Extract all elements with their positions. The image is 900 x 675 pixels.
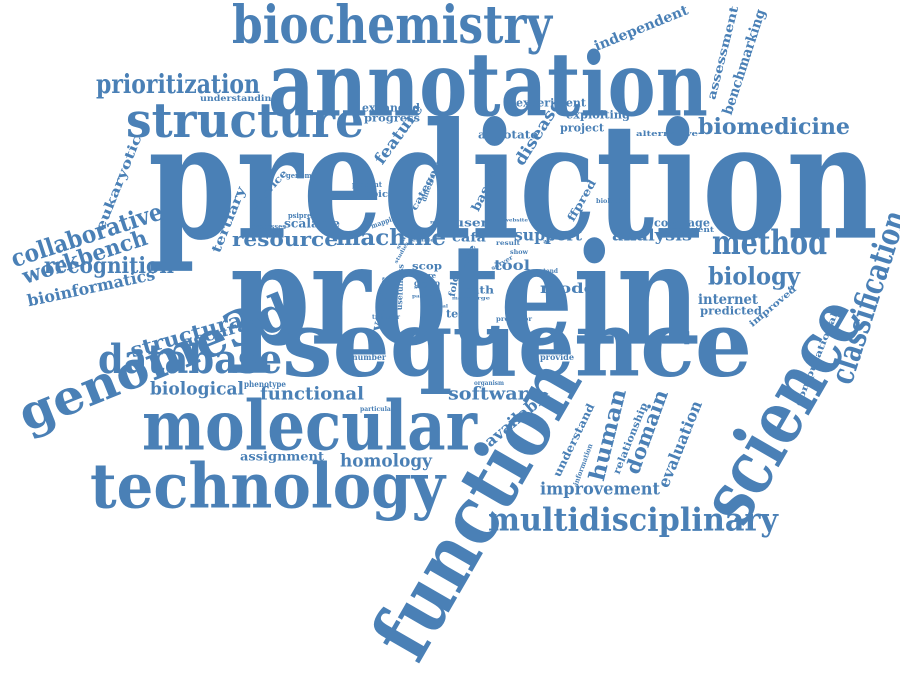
word-scop: scop [412,260,442,273]
word-prediction: prediction [148,87,878,276]
word-particular: particular [360,405,394,413]
word-internet: internet [698,290,758,308]
word-biology: biology [708,261,800,291]
word-annotation: annotation [268,33,708,137]
word-help: help [458,279,474,286]
word-exploiting: exploiting [566,109,630,122]
word-database: database [98,336,282,384]
word-major: major [452,295,470,302]
word-cloud: prediction protein annotation sequence funct… [7,0,900,675]
word-multidisciplinary: multidisciplinary [488,500,778,538]
word-project: project [560,122,604,135]
word-biochemistry: biochemistry [232,0,552,56]
word-predicted: predicted [700,305,762,318]
word-provide: provide [540,353,574,363]
word-website: website [504,217,528,224]
word-phenotype: phenotype [244,380,286,390]
word-show: show [510,248,528,256]
word-several: several [414,284,440,291]
word-enable: enable [412,237,434,244]
word-predictor: predictor [496,315,532,323]
word-result: result [496,239,520,247]
word-group: group [414,279,440,289]
word-analysis: analysis [612,226,692,245]
word-tool: tool [494,256,530,274]
word-user: user [454,217,488,230]
word-processes: processes [250,222,286,231]
word-expanded: expanded [362,102,420,115]
word-model: model [540,279,602,297]
word-software: software [448,383,540,405]
word-number: number [352,353,386,363]
word-prioritization: prioritization [96,69,260,100]
word-topic: topic [360,188,388,200]
word-recognition: recognition [44,253,174,279]
word-biologist: biologist [596,197,628,205]
word-understanding: understanding [200,94,278,104]
word-more: more [416,271,436,280]
word-resource: resource [232,227,338,252]
word-critical: critical [426,303,448,310]
word-large: large [470,295,490,302]
word-support: support [514,226,582,245]
word-homology: homology [340,450,432,472]
word-assignment: assignment [240,450,324,464]
word-pattern: pattern [412,293,436,300]
word-protein: protein [230,212,700,377]
word-set: set [450,227,462,234]
word-usefulness: usefulness [395,263,407,311]
word-biological: biological [150,378,244,400]
word-transfer: transfer [372,313,400,321]
word-extend: extend [536,267,558,275]
word-machine: machine [336,225,446,251]
word-technology: technology [90,450,445,523]
word-molecular: molecular [142,386,477,466]
word-sequence: sequence [282,291,752,398]
word-component: component [658,225,714,234]
word-scalable: scalable [284,217,340,231]
word-term: term [446,308,476,321]
word-biomedicine: biomedicine [698,114,850,140]
word-cafa: cafa [452,231,486,245]
word-improvement: improvement [540,478,660,499]
word-coverage: coverage [654,217,710,230]
word-experiment: experiment [516,97,586,110]
word-present: present [352,180,382,189]
word-psipred: psipred [288,211,316,220]
word-genome: genome [286,171,316,180]
word-organism: organism [474,379,504,387]
word-annotate: annotate [478,129,538,142]
word-cath: cath [464,284,494,297]
word-method: method [712,222,827,263]
word-alternative: alternative [636,129,698,138]
word-metric: metric [430,219,452,226]
word-functional: functional [260,383,364,405]
word-structure: structure [126,92,364,149]
word-progress: progress [364,112,420,125]
